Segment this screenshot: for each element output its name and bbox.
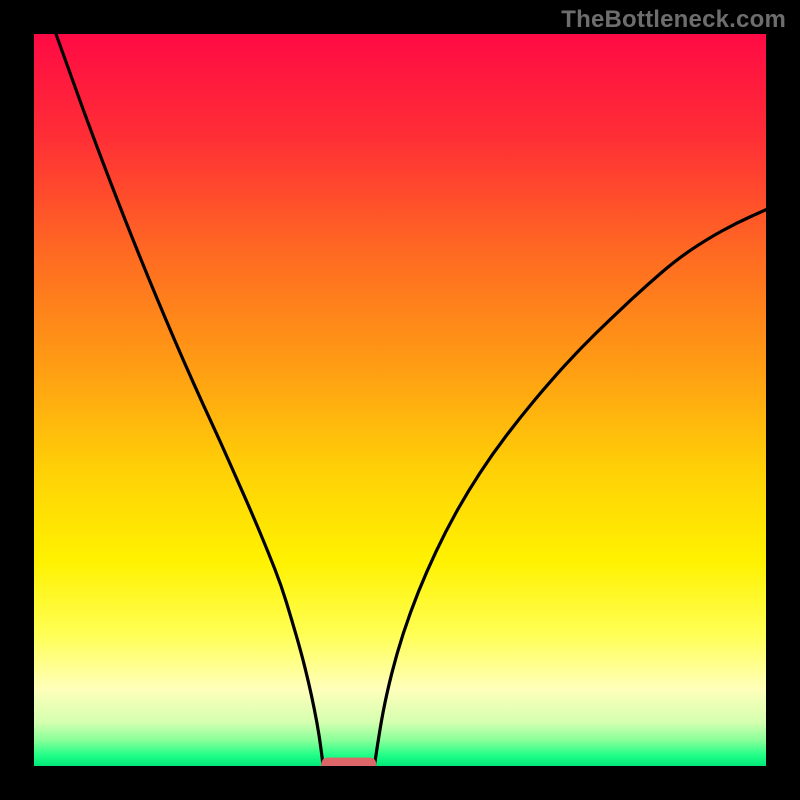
plot-svg: [34, 34, 766, 766]
plot-area: [34, 34, 766, 766]
plot-background: [34, 34, 766, 766]
bottleneck-marker: [321, 758, 376, 766]
chart-frame: TheBottleneck.com: [0, 0, 800, 800]
watermark-text: TheBottleneck.com: [561, 6, 786, 34]
